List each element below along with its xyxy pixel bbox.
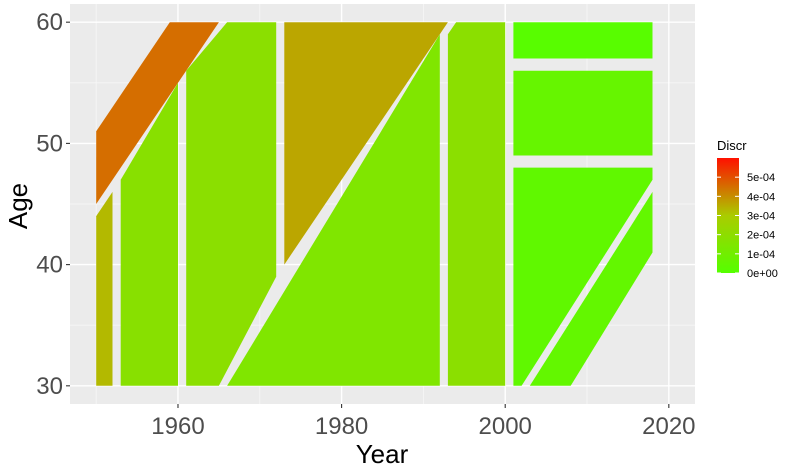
y-tick-label: 60 — [36, 9, 63, 36]
data-region — [96, 191, 113, 386]
data-region — [529, 191, 653, 386]
x-tick-label: 2020 — [642, 413, 695, 440]
x-tick-label: 1960 — [151, 413, 204, 440]
legend-label: 1e-04 — [747, 249, 775, 261]
legend-label: 2e-04 — [747, 230, 775, 242]
legend-label: 0e+00 — [747, 268, 778, 280]
data-region — [120, 82, 178, 386]
data-region — [284, 22, 448, 265]
data-region — [96, 22, 219, 205]
y-tick-label: 50 — [36, 130, 63, 157]
data-region — [447, 22, 506, 386]
legend-title: Discr — [717, 138, 747, 153]
legend-colorbar — [717, 158, 739, 273]
x-axis-title: Year — [356, 439, 409, 469]
legend-label: 5e-04 — [747, 172, 775, 184]
axes: 1960 1980 2000 2020 30 40 50 60 — [36, 9, 695, 440]
data-region — [513, 70, 653, 156]
data-region — [513, 167, 653, 386]
y-tick-label: 30 — [36, 373, 63, 400]
data-region — [513, 22, 653, 59]
legend-label: 4e-04 — [747, 191, 775, 203]
legend: Discr 5e-04 4e-04 3e-04 2e-04 1e-04 0e+00 — [717, 138, 778, 280]
y-axis-title: Age — [3, 183, 33, 229]
x-tick-label: 1980 — [315, 413, 368, 440]
data-region — [227, 34, 440, 386]
y-tick-label: 40 — [36, 252, 63, 279]
x-tick-label: 2000 — [479, 413, 532, 440]
legend-label: 3e-04 — [747, 211, 775, 223]
data-region — [186, 22, 277, 386]
data-regions — [96, 22, 653, 386]
